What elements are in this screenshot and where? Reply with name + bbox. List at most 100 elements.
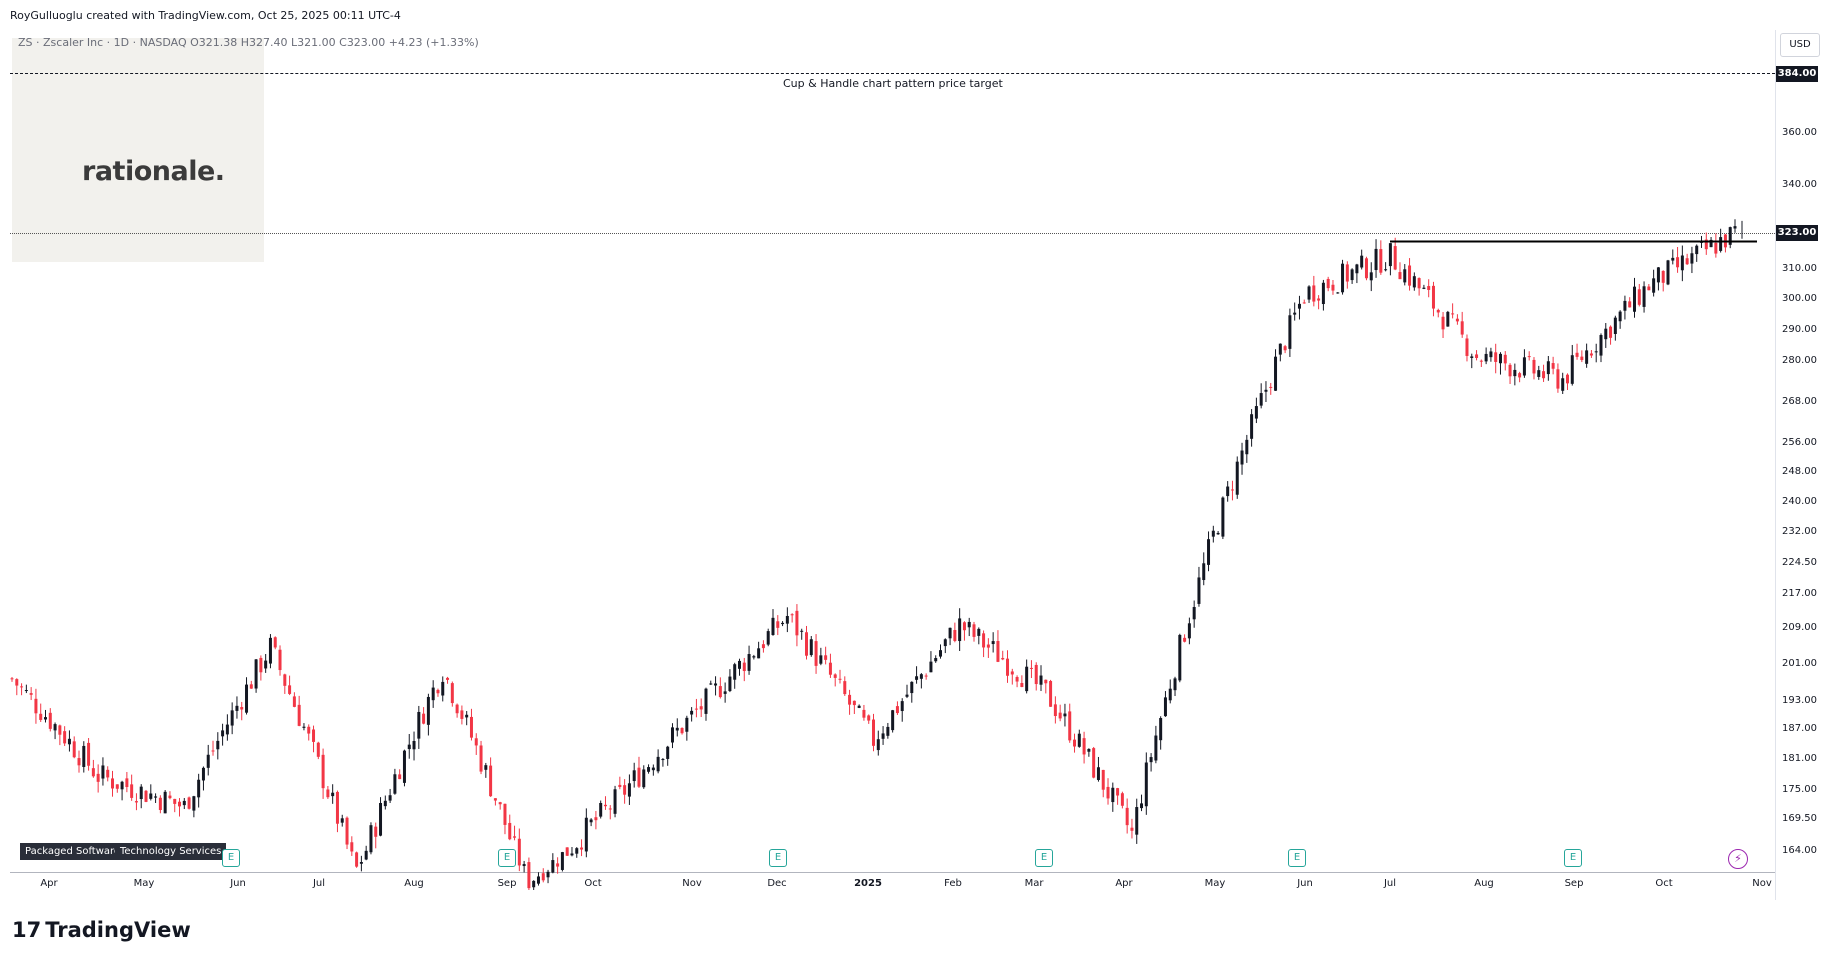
candle-body <box>1475 354 1479 359</box>
earnings-event-icon[interactable]: E <box>1035 849 1053 867</box>
candle-body <box>1695 245 1699 255</box>
candle-body <box>1240 450 1244 465</box>
candle-body <box>374 826 378 837</box>
candle-body <box>517 838 521 866</box>
candle-body <box>546 871 550 878</box>
candle-body <box>307 726 311 734</box>
candle-body <box>1082 738 1086 755</box>
earnings-event-icon[interactable]: E <box>222 849 240 867</box>
earnings-event-icon[interactable]: E <box>1288 849 1306 867</box>
candle-body <box>178 801 182 807</box>
currency-selector[interactable]: USD <box>1780 33 1820 57</box>
candle-body <box>943 639 947 647</box>
candle-body <box>235 705 239 711</box>
candle-body <box>1647 286 1651 291</box>
candle-body <box>1680 255 1684 271</box>
candle-body <box>776 621 780 628</box>
candle-body <box>1714 242 1718 254</box>
sector-tag-packaged-software[interactable]: Packaged Software <box>20 843 126 860</box>
candle-body <box>1058 712 1062 719</box>
candle-body <box>670 727 674 743</box>
candle-body <box>67 738 71 745</box>
candle-body <box>1183 637 1187 642</box>
earnings-event-icon[interactable]: E <box>498 849 516 867</box>
candle-body <box>737 660 741 669</box>
candle-body <box>10 678 14 680</box>
candle-body <box>383 800 387 807</box>
candle-body <box>417 711 421 739</box>
candle-body <box>1125 807 1129 826</box>
candle-body <box>1149 757 1153 763</box>
candle-body <box>1159 718 1163 741</box>
candle-body <box>886 726 890 736</box>
candle-body <box>1498 353 1502 364</box>
candle-body <box>369 825 373 853</box>
candle-body <box>187 797 191 809</box>
time-axis-label: Dec <box>767 878 787 889</box>
candle-body <box>245 684 249 713</box>
candle-body <box>1010 671 1014 675</box>
candle-body <box>728 676 732 692</box>
watermark-logo-box: rationale. <box>12 38 264 262</box>
candle-body <box>915 676 919 680</box>
candle-body <box>1561 378 1565 391</box>
candle-body <box>929 661 933 673</box>
candle-body <box>785 615 789 624</box>
candle-body <box>168 795 172 799</box>
candle-body <box>479 745 483 772</box>
earnings-event-icon[interactable]: E <box>769 849 787 867</box>
candle-body <box>1087 748 1091 752</box>
candle-body <box>1254 406 1258 419</box>
candle-body <box>1259 393 1263 406</box>
time-axis-label: Oct <box>1655 878 1673 889</box>
candle-body <box>130 784 134 798</box>
flash-event-icon[interactable]: ⚡ <box>1728 849 1748 869</box>
candle-body <box>446 677 450 680</box>
candle-body <box>316 742 320 757</box>
candle-body <box>1565 374 1569 384</box>
candle-body <box>1503 354 1507 364</box>
candle-body <box>63 731 67 744</box>
candle-body <box>134 801 138 803</box>
candle-body <box>1360 255 1364 268</box>
time-axis-label: Nov <box>1752 878 1772 889</box>
candle-body <box>1144 762 1148 807</box>
candle-body <box>666 746 670 759</box>
symbol-info-line: ZS · Zscaler Inc · 1D · NASDAQ O321.38 H… <box>18 36 479 49</box>
sector-tag-technology-services[interactable]: Technology Services <box>115 843 227 860</box>
candle-body <box>1446 311 1450 327</box>
candle-body <box>1202 563 1206 581</box>
candle-body <box>804 632 808 656</box>
candle-body <box>939 650 943 657</box>
time-axis-label: Jun <box>230 878 246 889</box>
candle-body <box>594 817 598 821</box>
candle-body <box>919 674 923 679</box>
candle-body <box>1250 414 1254 439</box>
candle-body <box>1733 226 1737 229</box>
price-axis-label: 300.00 <box>1782 293 1817 304</box>
candle-body <box>1221 497 1225 537</box>
candle-body <box>455 704 459 714</box>
candle-body <box>340 818 344 823</box>
time-axis-label: Aug <box>1474 878 1494 889</box>
candle-body <box>872 719 875 746</box>
earnings-event-icon[interactable]: E <box>1564 849 1582 867</box>
candle-body <box>1537 370 1541 377</box>
candle-body <box>1709 239 1713 248</box>
candle-body <box>1623 300 1627 311</box>
candle-body <box>934 658 938 662</box>
price-target-line[interactable] <box>10 73 1775 74</box>
candle-body <box>1288 315 1292 349</box>
candle-body <box>87 742 91 766</box>
candle-body <box>44 717 48 720</box>
candle-body <box>39 713 43 720</box>
candle-body <box>154 796 158 798</box>
candle-body <box>460 710 464 719</box>
price-axis-label: 193.00 <box>1782 695 1817 706</box>
candle-body <box>1522 357 1526 376</box>
tradingview-wordmark: TradingView <box>45 918 191 942</box>
candle-body <box>278 649 282 671</box>
candle-body <box>111 778 115 789</box>
price-axis-label: 181.00 <box>1782 753 1817 764</box>
